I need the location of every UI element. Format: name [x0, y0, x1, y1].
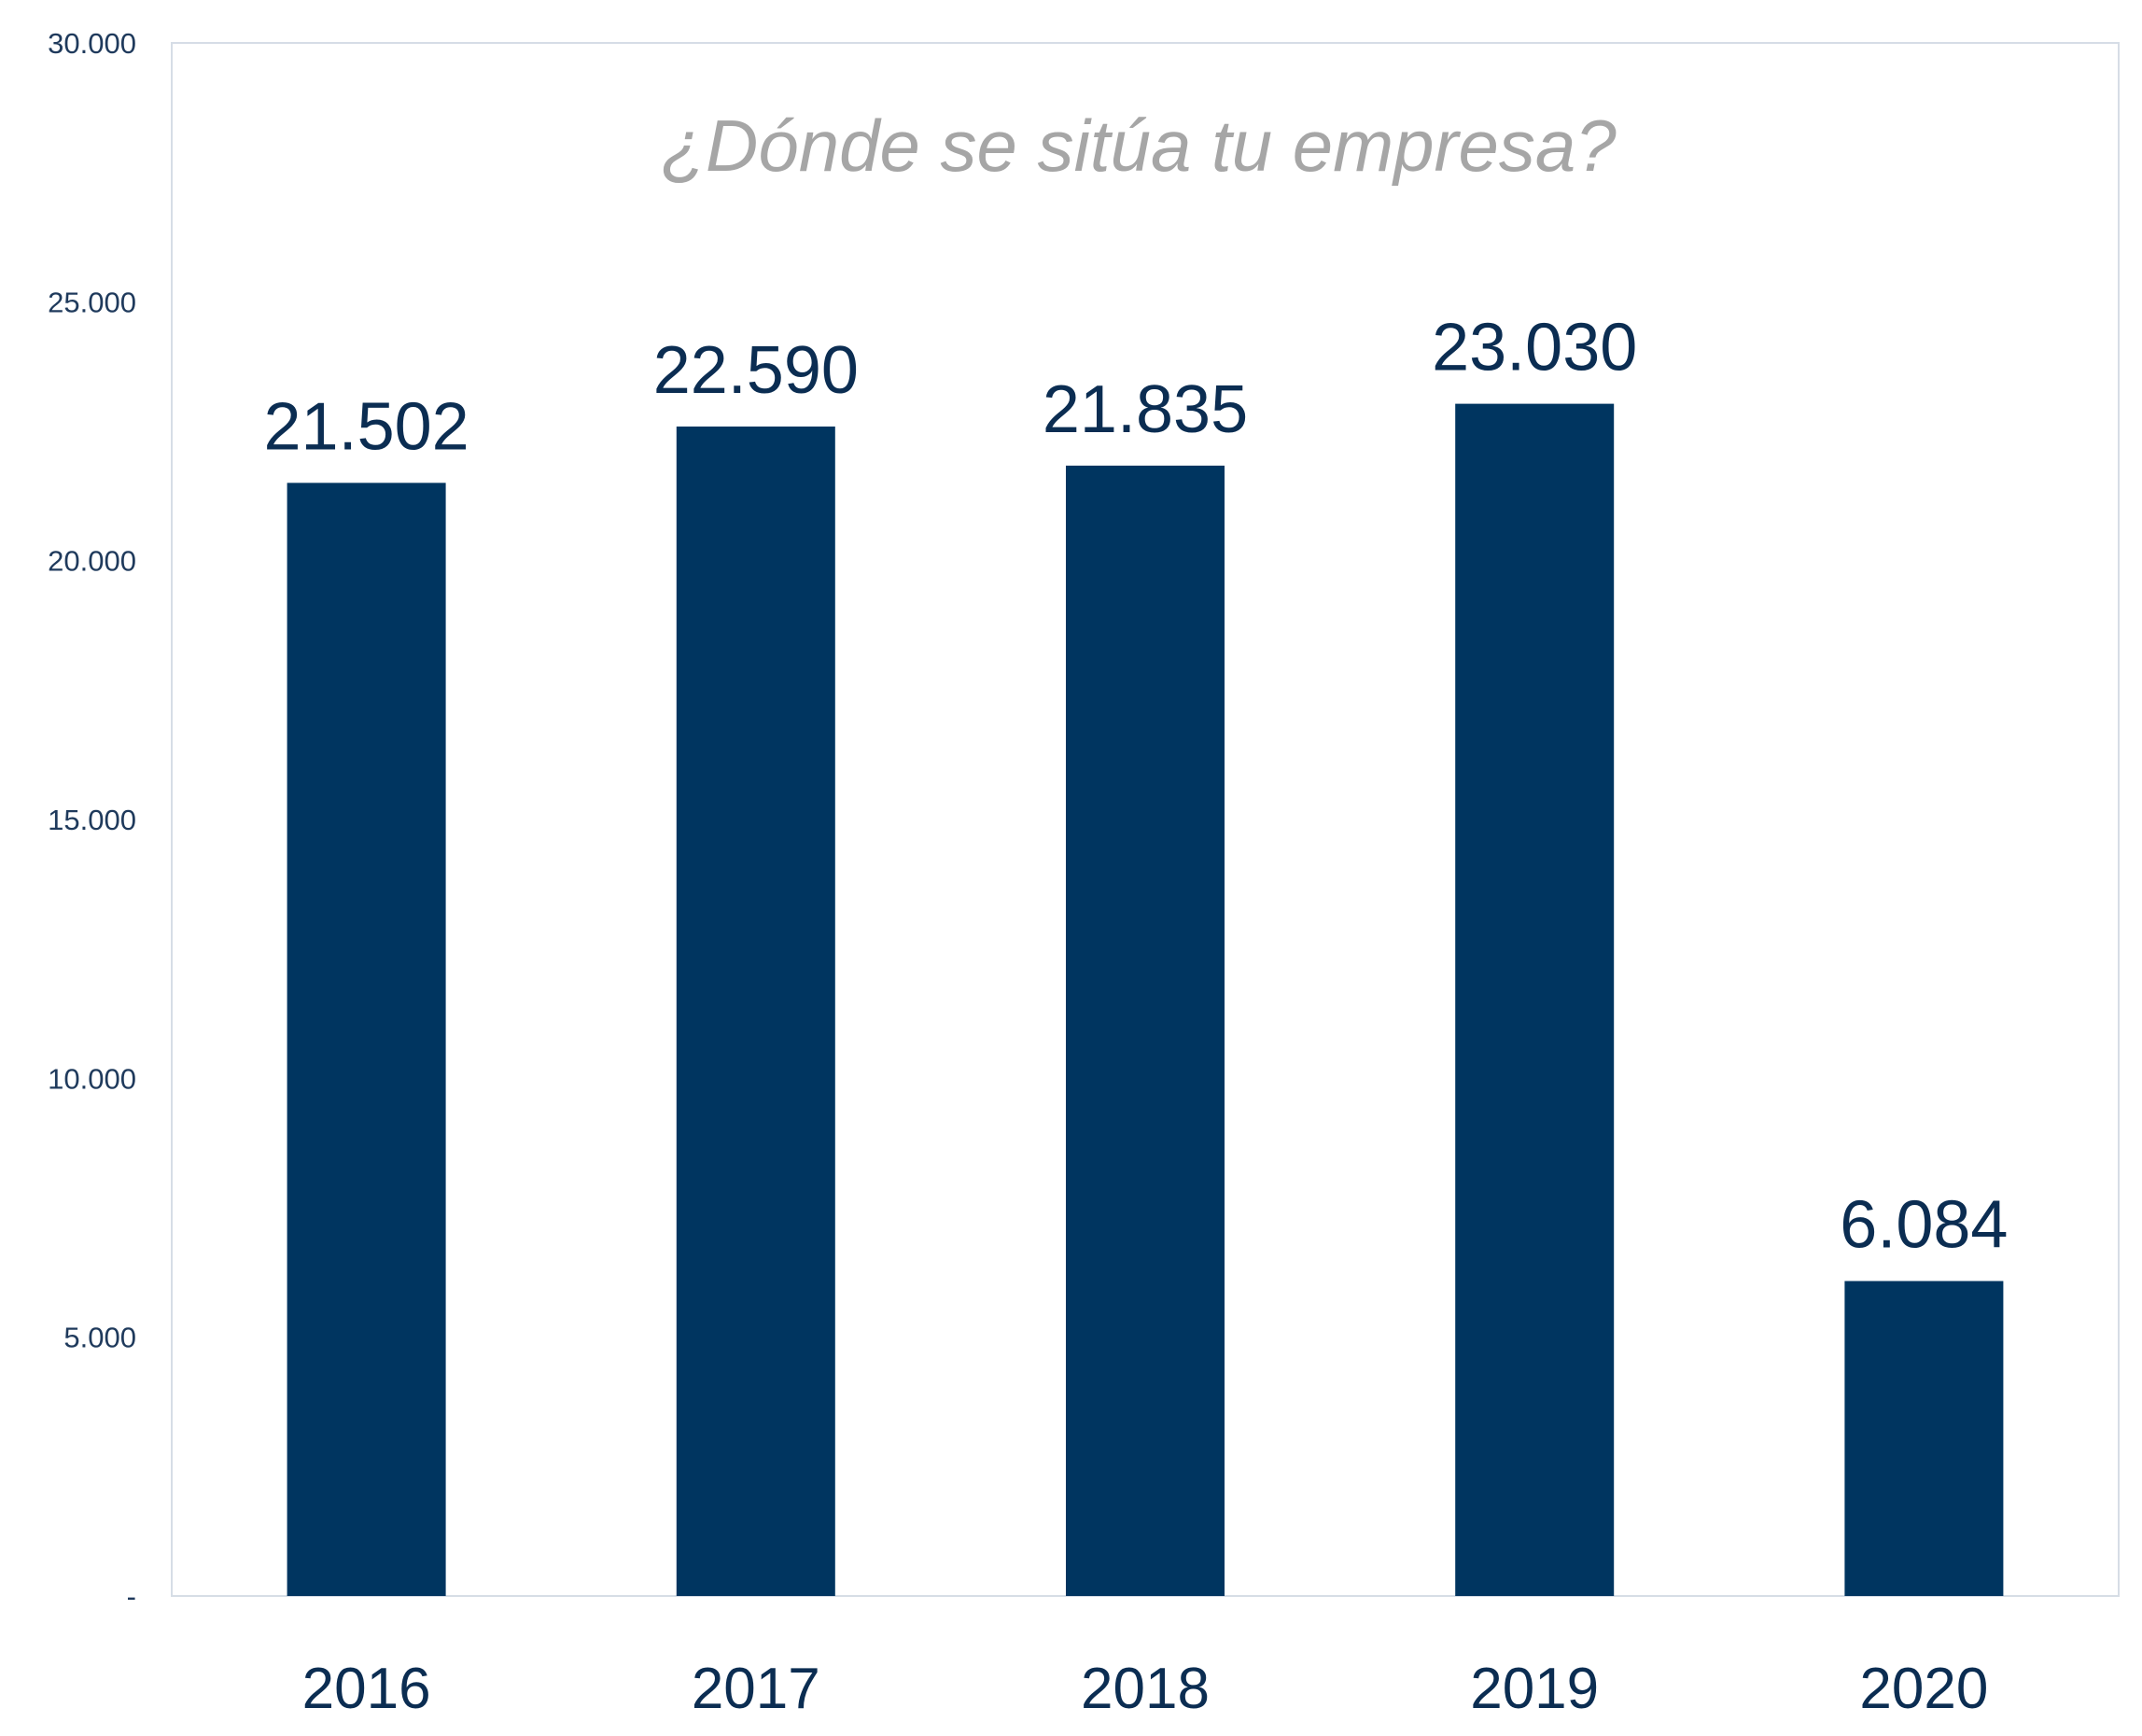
data-label-2017: 22.590	[653, 333, 859, 408]
data-labels: 21.502 22.590 21.835 23.030 6.084	[263, 311, 2008, 1263]
y-tick-label: 10.000	[48, 1062, 136, 1095]
y-tick-label: -	[127, 1580, 136, 1613]
y-tick-label: 25.000	[48, 286, 136, 318]
x-tick-label-2020: 2020	[1859, 1657, 1988, 1721]
bar-2016	[287, 483, 446, 1596]
data-label-2019: 23.030	[1432, 311, 1637, 385]
bar-2018	[1066, 465, 1225, 1596]
data-label-2018: 21.835	[1043, 372, 1248, 447]
bar-2017	[676, 427, 835, 1596]
x-tick-label-2018: 2018	[1081, 1657, 1210, 1721]
chart-title: ¿Dónde se sitúa tu empresa?	[661, 105, 1617, 187]
y-tick-label: 20.000	[48, 545, 136, 578]
y-tick-label: 5.000	[63, 1322, 136, 1354]
y-tick-label: 15.000	[48, 804, 136, 836]
y-tick-label: 30.000	[48, 27, 136, 60]
x-tick-label-2019: 2019	[1470, 1657, 1599, 1721]
y-axis-ticks: - 5.000 10.000 15.000 20.000 25.000 30.000	[48, 27, 136, 1613]
x-tick-label-2016: 2016	[302, 1657, 431, 1721]
data-label-2020: 6.084	[1840, 1188, 2008, 1263]
bar-2019	[1455, 403, 1615, 1596]
x-axis-labels: 2016 2017 2018 2019 2020	[302, 1657, 1989, 1721]
bar-2020	[1844, 1281, 2004, 1596]
data-label-2016: 21.502	[263, 389, 469, 464]
x-tick-label-2017: 2017	[692, 1657, 820, 1721]
bars	[287, 403, 2004, 1596]
